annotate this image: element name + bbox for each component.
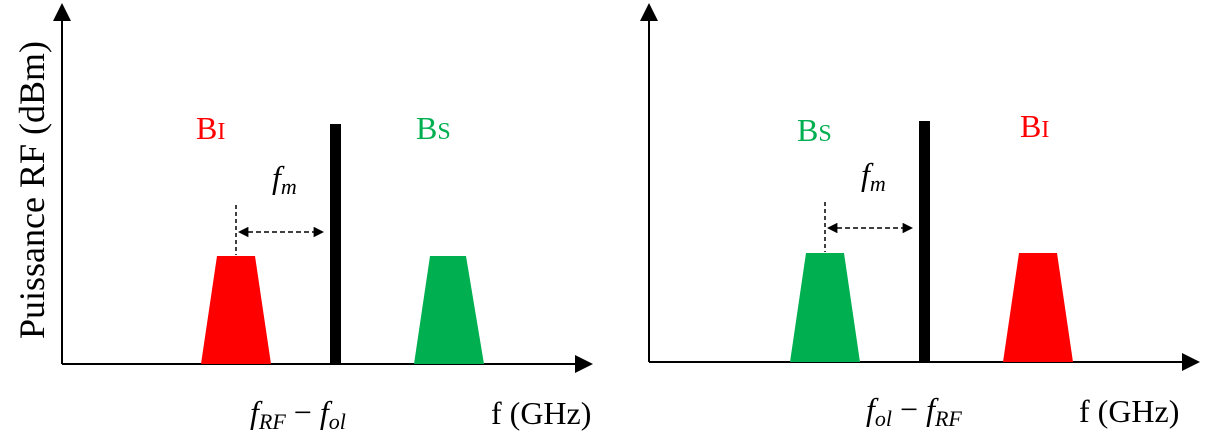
right-band-image	[1003, 253, 1073, 362]
right-center-label: fol − fRF	[866, 391, 962, 431]
right-x-axis-label: f (GHz)	[1079, 393, 1179, 429]
left-band-label-right: BS	[416, 110, 451, 146]
right-band-signal	[790, 253, 860, 362]
left-center-label: fRF − fol	[250, 394, 346, 434]
right-carrier-line	[919, 121, 930, 362]
panel-left: BI BS fm fRF − fol f (GHz)	[53, 3, 593, 434]
left-band-signal	[414, 256, 484, 364]
right-band-label-right: BI	[1020, 108, 1049, 144]
left-spacing-label: fm	[272, 159, 297, 199]
right-spacing-label: fm	[861, 156, 886, 196]
left-band-label-left: BI	[196, 110, 225, 146]
left-band-image	[201, 256, 271, 364]
left-carrier-line	[330, 124, 341, 364]
left-x-axis-label: f (GHz)	[491, 395, 591, 431]
y-axis-label: Puissance RF (dBm)	[12, 41, 52, 339]
panel-right: BS BI fm fol − fRF f (GHz)	[640, 3, 1200, 431]
right-band-label-left: BS	[797, 112, 832, 148]
